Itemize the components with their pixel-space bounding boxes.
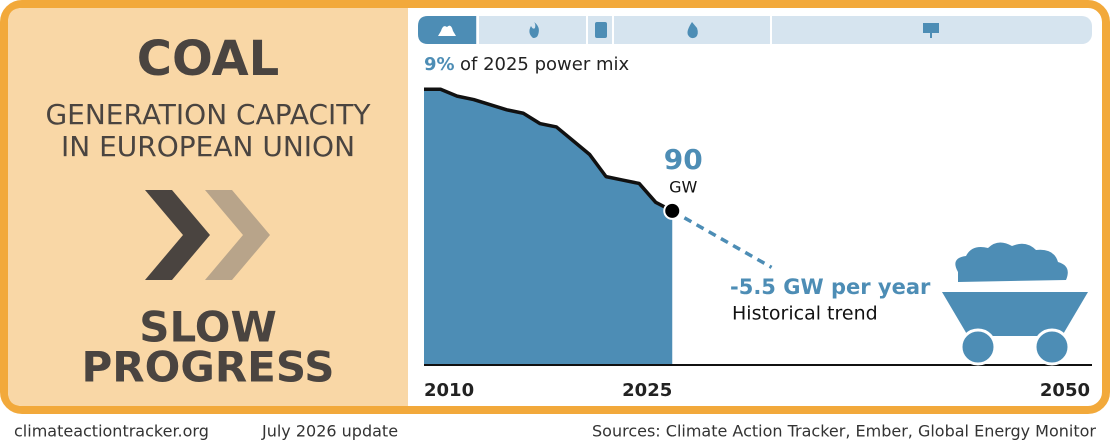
trend-label: -5.5 GW per year: [730, 275, 931, 299]
footer-sources: Sources: Climate Action Tracker, Ember, …: [592, 422, 1096, 441]
share-value: 9%: [424, 54, 455, 75]
line: [424, 87, 674, 213]
x-tick-label: 2050: [1040, 380, 1090, 401]
left-panel: [8, 8, 408, 406]
chevron: [205, 190, 270, 280]
trend-note: Historical trend: [732, 303, 878, 325]
icon-hydro: [687, 22, 698, 39]
status: PROGRESS: [82, 343, 335, 392]
icon-oil: [595, 22, 607, 38]
panel-subtitle: GENERATION CAPACITY: [45, 98, 371, 131]
share-label: of 2025 power mix: [460, 54, 629, 75]
x-tick-label: 2010: [424, 380, 474, 401]
value-unit: GW: [669, 177, 697, 196]
x-tick-label: 2025: [622, 380, 672, 401]
trend-line: [671, 209, 773, 269]
panel-subtitle: IN EUROPEAN UNION: [61, 130, 355, 163]
cart-coal: [955, 242, 1068, 282]
chevron: [145, 190, 210, 280]
coal-cart: [942, 242, 1088, 366]
status: SLOW: [139, 303, 277, 352]
area: [424, 89, 673, 365]
panel-title: COAL: [137, 31, 279, 87]
footer-site: climateactiontracker.org: [14, 422, 209, 441]
icon-solar: [923, 23, 939, 33]
end-point: [663, 201, 682, 220]
fuel-tabs: [418, 16, 1092, 44]
footer-date: July 2026 update: [261, 422, 398, 441]
cart-wheel: [959, 328, 997, 366]
cart-body: [942, 292, 1088, 336]
icon-coal: [438, 25, 456, 36]
value-label: 90: [664, 143, 703, 176]
cart-wheel: [1033, 328, 1071, 366]
icon-gas: [529, 22, 539, 38]
